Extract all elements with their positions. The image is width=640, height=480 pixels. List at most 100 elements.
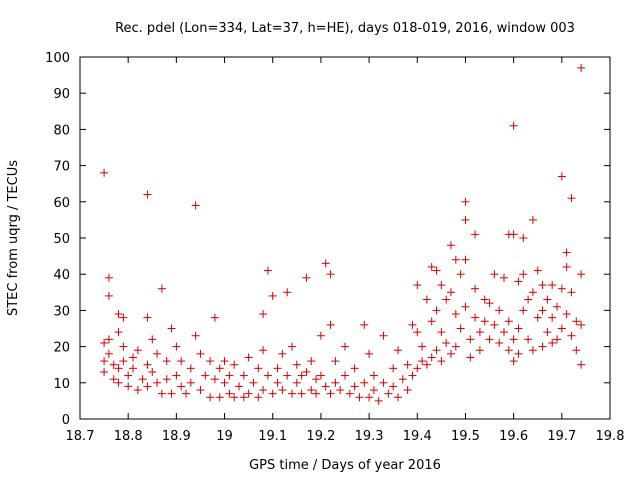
- x-tick-label: 19.4: [403, 429, 432, 444]
- data-point: [172, 371, 181, 380]
- data-point: [528, 288, 537, 297]
- data-point: [143, 382, 152, 391]
- data-point: [442, 295, 451, 304]
- data-point: [442, 338, 451, 347]
- data-point: [157, 284, 166, 293]
- data-point: [268, 291, 277, 300]
- data-point: [422, 295, 431, 304]
- x-tick-label: 19.5: [451, 429, 480, 444]
- data-point: [254, 364, 263, 373]
- data-point: [403, 386, 412, 395]
- data-point: [447, 241, 455, 250]
- data-point: [336, 386, 345, 395]
- data-point: [100, 168, 109, 177]
- data-point: [538, 306, 547, 315]
- data-point: [288, 342, 296, 351]
- data-point: [316, 331, 325, 340]
- x-tick-label: 19.3: [355, 429, 384, 444]
- data-point: [389, 382, 398, 391]
- x-tick-label: 19: [216, 429, 233, 444]
- data-point: [577, 63, 586, 72]
- data-point: [302, 273, 311, 282]
- data-points: [100, 63, 586, 405]
- data-point: [239, 393, 248, 402]
- data-point: [475, 346, 484, 355]
- data-point: [519, 270, 528, 279]
- data-point: [451, 342, 460, 351]
- data-point: [533, 266, 542, 275]
- data-point: [509, 230, 518, 239]
- data-point: [225, 371, 234, 380]
- data-point: [114, 364, 123, 373]
- data-point: [562, 248, 571, 257]
- data-point: [254, 393, 263, 402]
- data-point: [461, 302, 470, 311]
- data-point: [297, 371, 306, 380]
- x-tick-label: 19.7: [547, 429, 576, 444]
- data-point: [398, 375, 407, 384]
- x-tick-label: 18.7: [66, 429, 95, 444]
- data-point: [451, 310, 460, 319]
- data-point: [369, 371, 378, 380]
- data-point: [133, 386, 142, 395]
- data-point: [360, 378, 369, 387]
- data-point: [182, 389, 190, 398]
- data-point: [577, 360, 586, 369]
- data-point: [437, 281, 446, 290]
- data-point: [485, 299, 494, 308]
- data-point: [519, 234, 528, 242]
- data-point: [119, 313, 128, 322]
- data-point: [418, 357, 427, 366]
- data-point: [307, 386, 316, 395]
- data-point: [432, 266, 441, 275]
- data-point: [341, 371, 349, 380]
- data-point: [394, 346, 402, 355]
- data-point: [509, 357, 518, 366]
- data-point: [259, 386, 268, 395]
- data-point: [124, 382, 133, 391]
- data-point: [220, 357, 229, 366]
- data-point: [480, 317, 489, 326]
- data-point: [572, 346, 581, 355]
- data-point: [124, 371, 133, 380]
- data-point: [100, 338, 109, 347]
- data-point: [504, 317, 513, 326]
- data-point: [191, 201, 200, 210]
- y-tick-label: 40: [53, 268, 70, 283]
- data-point: [326, 320, 335, 329]
- data-point: [143, 313, 152, 322]
- y-tick-label: 50: [53, 232, 70, 247]
- data-point: [114, 328, 123, 337]
- data-point: [557, 172, 566, 181]
- data-point: [514, 324, 523, 333]
- data-point: [316, 371, 325, 380]
- data-point: [133, 346, 142, 355]
- data-point: [119, 342, 128, 351]
- data-point: [109, 375, 118, 384]
- data-point: [186, 364, 195, 373]
- data-point: [524, 335, 533, 344]
- data-point: [461, 215, 470, 224]
- data-point: [466, 335, 475, 344]
- data-point: [369, 386, 378, 395]
- y-tick-label: 60: [53, 196, 70, 211]
- data-point: [379, 331, 388, 340]
- data-point: [244, 389, 253, 398]
- data-point: [461, 255, 470, 264]
- y-tick-label: 10: [53, 377, 70, 392]
- data-point: [394, 393, 402, 402]
- data-point: [365, 393, 374, 402]
- data-point: [422, 360, 431, 369]
- data-point: [239, 371, 248, 380]
- data-point: [374, 396, 383, 405]
- data-point: [553, 335, 561, 344]
- data-point: [490, 270, 499, 279]
- x-tick-label: 19.1: [258, 429, 287, 444]
- data-point: [210, 375, 219, 384]
- data-point: [504, 346, 513, 355]
- y-tick-label: 100: [45, 51, 70, 66]
- data-point: [413, 281, 422, 290]
- data-point: [461, 197, 470, 206]
- data-point: [577, 270, 586, 279]
